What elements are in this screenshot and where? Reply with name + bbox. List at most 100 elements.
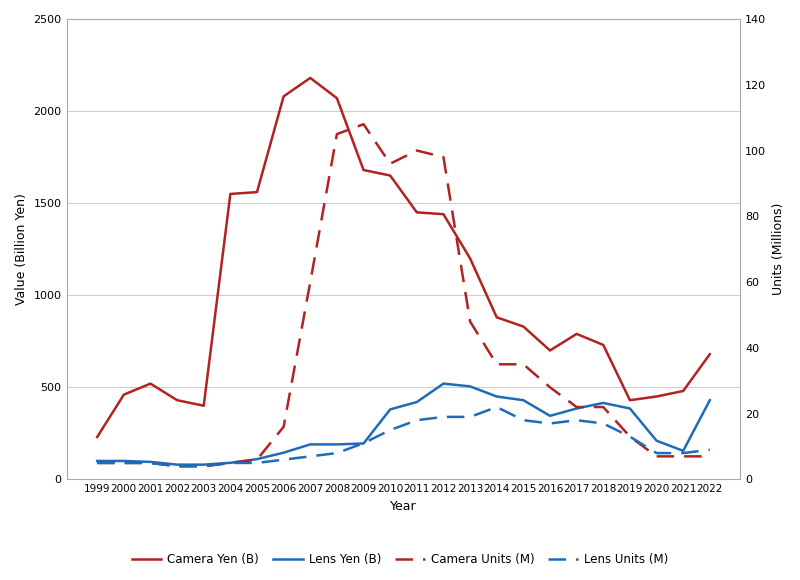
Camera Yen (B) (492, 314, 502, 321)
Lens Yen (B) (572, 405, 582, 412)
Camera Units (M) (332, 130, 342, 137)
Lens Units (M) (306, 453, 315, 460)
Lens Units (M) (438, 414, 448, 420)
Camera Yen (B) (466, 255, 475, 262)
Camera Yen (B) (146, 380, 155, 387)
Lens Units (M) (172, 463, 182, 470)
X-axis label: Year: Year (390, 500, 417, 513)
Camera Units (M) (226, 459, 235, 466)
Lens Units (M) (252, 459, 262, 466)
Lens Units (M) (625, 433, 634, 440)
Line: Camera Yen (B): Camera Yen (B) (97, 78, 710, 437)
Lens Units (M) (119, 459, 129, 466)
Lens Units (M) (358, 440, 368, 447)
Camera Yen (B) (332, 95, 342, 102)
Camera Yen (B) (546, 347, 555, 354)
Camera Units (M) (625, 433, 634, 440)
Camera Yen (B) (279, 93, 289, 100)
Camera Yen (B) (199, 403, 209, 409)
Camera Yen (B) (572, 331, 582, 338)
Lens Yen (B) (146, 458, 155, 465)
Camera Yen (B) (358, 166, 368, 173)
Lens Units (M) (146, 459, 155, 466)
Lens Units (M) (678, 450, 688, 456)
Line: Lens Yen (B): Lens Yen (B) (97, 383, 710, 465)
Camera Units (M) (279, 423, 289, 430)
Camera Units (M) (358, 121, 368, 128)
Camera Yen (B) (386, 172, 395, 179)
Lens Yen (B) (546, 412, 555, 419)
Lens Yen (B) (252, 456, 262, 463)
Line: Lens Units (M): Lens Units (M) (97, 407, 710, 466)
Lens Units (M) (332, 450, 342, 456)
Camera Units (M) (252, 456, 262, 463)
Camera Units (M) (652, 453, 662, 460)
Lens Units (M) (598, 420, 608, 427)
Camera Units (M) (306, 278, 315, 285)
Lens Yen (B) (306, 441, 315, 448)
Camera Yen (B) (92, 433, 102, 440)
Lens Yen (B) (199, 461, 209, 468)
Camera Yen (B) (226, 190, 235, 197)
Camera Yen (B) (652, 393, 662, 400)
Camera Yen (B) (438, 211, 448, 218)
Lens Units (M) (572, 416, 582, 423)
Camera Yen (B) (598, 342, 608, 349)
Lens Yen (B) (705, 397, 714, 404)
Lens Units (M) (199, 463, 209, 470)
Lens Units (M) (279, 456, 289, 463)
Camera Yen (B) (678, 387, 688, 394)
Lens Yen (B) (92, 458, 102, 465)
Camera Units (M) (92, 459, 102, 466)
Camera Units (M) (598, 404, 608, 411)
Lens Units (M) (226, 459, 235, 466)
Camera Yen (B) (252, 188, 262, 195)
Camera Yen (B) (119, 391, 129, 398)
Camera Units (M) (438, 154, 448, 161)
Lens Yen (B) (652, 437, 662, 444)
Camera Units (M) (492, 361, 502, 368)
Camera Yen (B) (306, 74, 315, 81)
Camera Units (M) (172, 463, 182, 470)
Camera Units (M) (386, 160, 395, 167)
Lens Units (M) (705, 446, 714, 453)
Lens Yen (B) (598, 400, 608, 407)
Lens Yen (B) (438, 380, 448, 387)
Y-axis label: Value (Billion Yen): Value (Billion Yen) (15, 193, 28, 305)
Lens Yen (B) (625, 405, 634, 412)
Camera Yen (B) (705, 351, 714, 358)
Camera Units (M) (572, 404, 582, 411)
Lens Yen (B) (279, 449, 289, 456)
Lens Units (M) (466, 414, 475, 420)
Camera Yen (B) (518, 323, 528, 330)
Lens Units (M) (386, 426, 395, 433)
Camera Units (M) (199, 463, 209, 470)
Camera Units (M) (678, 453, 688, 460)
Lens Yen (B) (332, 441, 342, 448)
Lens Yen (B) (119, 458, 129, 465)
Y-axis label: Units (Millions): Units (Millions) (772, 203, 785, 295)
Lens Units (M) (652, 450, 662, 456)
Lens Yen (B) (518, 397, 528, 404)
Camera Units (M) (546, 384, 555, 391)
Camera Yen (B) (625, 397, 634, 404)
Camera Yen (B) (412, 209, 422, 216)
Lens Units (M) (518, 416, 528, 423)
Legend: Camera Yen (B), Lens Yen (B), Camera Units (M), Lens Units (M): Camera Yen (B), Lens Yen (B), Camera Uni… (127, 549, 673, 571)
Lens Yen (B) (678, 447, 688, 454)
Lens Yen (B) (172, 461, 182, 468)
Lens Yen (B) (386, 406, 395, 413)
Camera Units (M) (119, 459, 129, 466)
Camera Yen (B) (172, 397, 182, 404)
Lens Yen (B) (466, 383, 475, 390)
Line: Camera Units (M): Camera Units (M) (97, 124, 710, 466)
Camera Units (M) (705, 453, 714, 460)
Camera Units (M) (518, 361, 528, 368)
Lens Yen (B) (226, 459, 235, 466)
Lens Units (M) (92, 459, 102, 466)
Lens Yen (B) (358, 440, 368, 447)
Lens Units (M) (546, 420, 555, 427)
Lens Units (M) (412, 416, 422, 423)
Lens Yen (B) (412, 398, 422, 405)
Lens Units (M) (492, 404, 502, 411)
